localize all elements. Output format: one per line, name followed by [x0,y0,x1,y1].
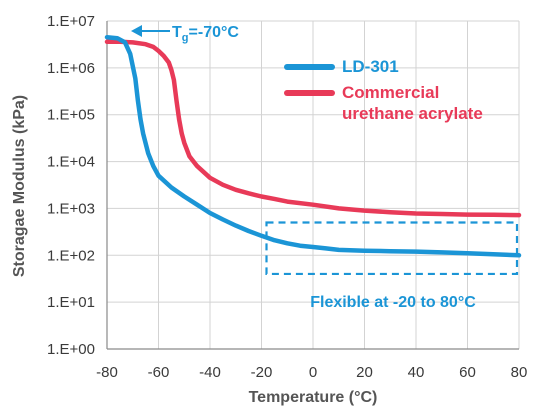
x-tick-label: 80 [511,364,528,381]
y-tick-label: 1.E+05 [47,107,95,124]
tg-label-t: T [172,24,182,41]
flexible-range-box-group [265,221,519,276]
y-tick-labels: 1.E+00 1.E+01 1.E+02 1.E+03 1.E+04 1.E+05 1.E+… [47,13,95,358]
flexible-range-box [265,221,519,276]
series-lines [104,34,522,258]
legend-label-line: urethane acrylate [342,104,483,123]
x-tick-label: -20 [251,364,273,381]
legend: LD-301 Commercial urethane acrylate [284,57,483,123]
x-tick-label: 0 [309,364,317,381]
y-tick-label: 1.E+02 [47,247,95,264]
x-tick-label: -80 [96,364,118,381]
tg-label-sub: g [182,32,189,44]
series-line-urethane-acrylate [104,39,522,218]
x-tick-label: -60 [148,364,170,381]
x-axis-title: Temperature (°C) [249,389,378,406]
y-axis-title: Storagae Modulus (kPa) [11,95,28,277]
tg-arrow-head-icon [131,25,142,37]
series-line-ld-301 [104,34,522,258]
x-tick-label: -40 [199,364,221,381]
legend-label-line: Commercial [342,83,439,102]
tg-label-value: =-70°C [189,24,240,41]
y-tick-label: 1.E+03 [47,200,95,217]
y-tick-label: 1.E+04 [47,154,95,171]
y-tick-label: 1.E+07 [47,13,95,30]
x-tick-labels: -80 -60 -40 -20 0 20 40 60 80 [96,364,527,381]
x-tick-label: 60 [459,364,476,381]
flexible-range-label: Flexible at -20 to 80°C [310,294,476,311]
tg-annotation: Tg=-70°C [131,24,239,44]
y-tick-label: 1.E+06 [47,60,95,77]
tg-label: Tg=-70°C [172,24,239,44]
x-tick-label: 40 [408,364,425,381]
axes [106,21,519,350]
y-tick-label: 1.E+00 [47,341,95,358]
y-tick-label: 1.E+01 [47,294,95,311]
x-tick-label: 20 [356,364,373,381]
legend-label-urethane-acrylate: Commercial urethane acrylate [342,83,483,123]
legend-label-ld-301: LD-301 [342,57,399,76]
